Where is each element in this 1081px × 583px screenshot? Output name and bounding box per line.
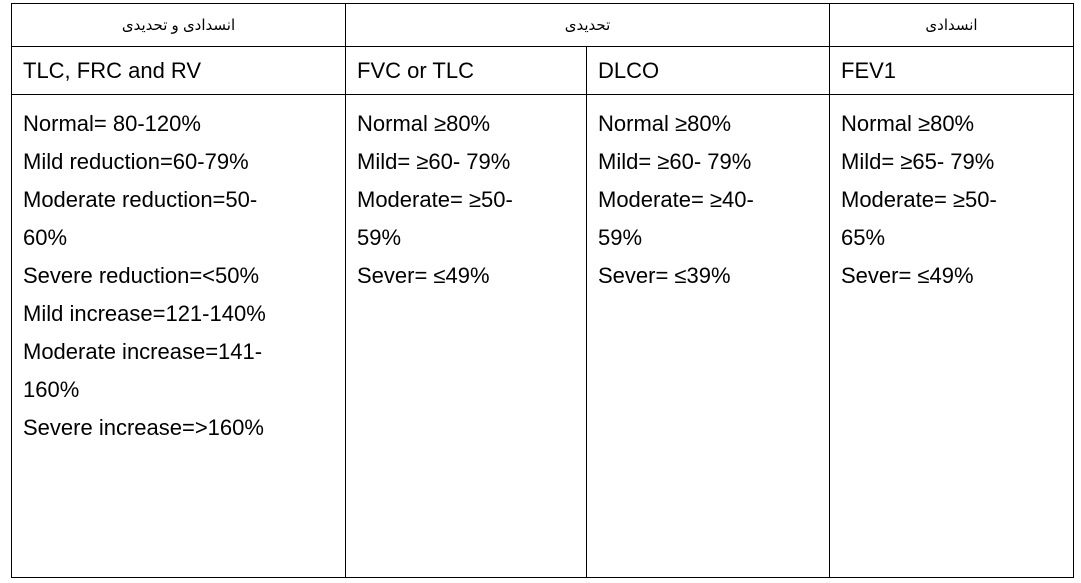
grade-line: Moderate increase=141- (23, 339, 263, 364)
header-restrictive: تحدیدی (345, 3, 830, 47)
header-row: انسدادی و تحدیدی تحدیدی انسدادی (11, 3, 1074, 47)
grade-line: Mild reduction=60-79% (23, 149, 249, 174)
grade-line: Sever= ≤49% (357, 263, 490, 288)
grade-line: Mild= ≥60- 79% (357, 149, 511, 174)
grade-line: Moderate= ≥40- (598, 187, 754, 212)
header-obstructive-restrictive: انسدادی و تحدیدی (11, 3, 346, 47)
spirometry-grading-table: انسدادی و تحدیدی تحدیدی انسدادی TLC, FRC… (11, 3, 1074, 578)
grade-line: Normal ≥80% (357, 111, 491, 136)
grade-line: Normal ≥80% (598, 111, 732, 136)
dlco-grades: Normal ≥80% Mild= ≥60- 79% Moderate= ≥40… (586, 94, 830, 578)
grade-line: 65% (841, 225, 886, 250)
param-fev1: FEV1 (829, 46, 1074, 95)
param-fvc: FVC or TLC (345, 46, 587, 95)
grade-line: Severe increase=>160% (23, 415, 264, 440)
grade-line: Sever= ≤39% (598, 263, 731, 288)
fvc-grades: Normal ≥80% Mild= ≥60- 79% Moderate= ≥50… (345, 94, 587, 578)
header-obstructive: انسدادی (829, 3, 1074, 47)
grade-line: Moderate= ≥50- (357, 187, 513, 212)
grade-line: Sever= ≤49% (841, 263, 974, 288)
grade-line: 59% (598, 225, 643, 250)
grade-line: Severe reduction=<50% (23, 263, 260, 288)
grade-line: Moderate reduction=50- (23, 187, 258, 212)
grade-line: Mild increase=121-140% (23, 301, 266, 326)
grade-line: Normal= 80-120% (23, 111, 201, 136)
grading-row: Normal= 80-120% Mild reduction=60-79% Mo… (11, 94, 1074, 578)
parameter-row: TLC, FRC and RV FVC or TLC DLCO FEV1 (11, 46, 1074, 95)
lung-volumes-grades: Normal= 80-120% Mild reduction=60-79% Mo… (11, 94, 346, 578)
param-dlco: DLCO (586, 46, 830, 95)
grade-line: 60% (23, 225, 68, 250)
grade-line: Mild= ≥60- 79% (598, 149, 752, 174)
param-lung-volumes: TLC, FRC and RV (11, 46, 346, 95)
grade-line: 160% (23, 377, 80, 402)
fev1-grades: Normal ≥80% Mild= ≥65- 79% Moderate= ≥50… (829, 94, 1074, 578)
grade-line: Moderate= ≥50- (841, 187, 997, 212)
grade-line: Normal ≥80% (841, 111, 975, 136)
grade-line: 59% (357, 225, 402, 250)
grade-line: Mild= ≥65- 79% (841, 149, 995, 174)
